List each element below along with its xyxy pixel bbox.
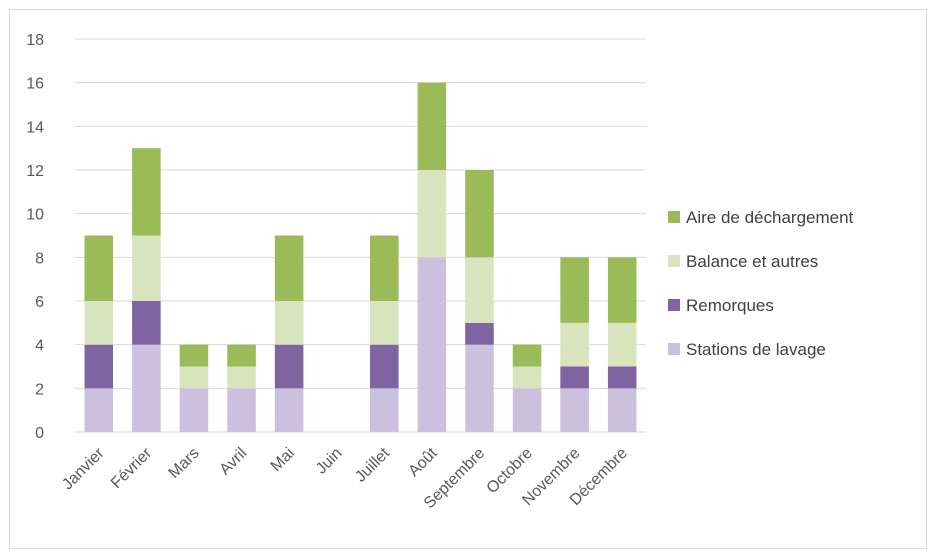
y-tick-label: 14 [26, 119, 44, 136]
y-axis-ticks: 0 2 4 6 8 10 12 14 16 18 [26, 32, 44, 442]
bar-segment [274, 301, 304, 345]
x-tick-label: Mars [166, 445, 203, 482]
bar-segment [560, 257, 589, 323]
bar-segment [227, 388, 256, 432]
bar-segment [370, 301, 399, 345]
bar-segment [227, 366, 256, 389]
x-tick-label: Février [108, 444, 156, 492]
y-tick-label: 8 [35, 250, 44, 267]
x-axis-ticks: Janvier Février Mars Avril Mai Juin Juillet Aoû… [59, 444, 631, 512]
x-tick-label: Juillet [352, 444, 393, 485]
bar-segment [84, 388, 114, 432]
legend-label: Balance et autres [686, 252, 818, 271]
x-tick-label: Avril [217, 445, 251, 479]
bar-segment [132, 344, 161, 432]
legend-label: Aire de déchargement [686, 208, 854, 227]
bar-segment [132, 148, 161, 236]
bar-segment [560, 366, 589, 389]
legend-swatch [668, 255, 680, 267]
y-tick-label: 16 [26, 76, 44, 93]
bar-segment [84, 301, 114, 345]
bar-segment [84, 235, 114, 301]
legend-swatch [668, 299, 680, 311]
bar-segment [607, 322, 637, 367]
bar-segment [370, 235, 399, 301]
y-tick-label: 12 [26, 163, 44, 180]
bar-segment [465, 257, 494, 323]
bar-segment [132, 235, 161, 301]
bar-segment [607, 257, 637, 323]
y-tick-label: 0 [35, 425, 44, 442]
bar-segment [512, 366, 542, 389]
legend-swatch [668, 211, 680, 223]
bar-segment [512, 344, 542, 367]
bars [84, 82, 637, 432]
bar-segment [84, 344, 114, 389]
y-tick-label: 4 [35, 338, 44, 355]
bar-segment [560, 388, 589, 432]
legend-label: Stations de lavage [686, 340, 826, 359]
chart-frame: 0 2 4 6 8 10 12 14 16 18 Janvier Février Mars Avril M… [9, 9, 927, 549]
x-tick-label: Août [405, 444, 441, 480]
bar-segment [132, 301, 161, 345]
bar-segment [465, 322, 494, 345]
x-tick-label: Janvier [59, 444, 108, 493]
y-tick-label: 10 [26, 207, 44, 224]
bar-segment [179, 344, 209, 367]
legend-swatch [668, 343, 680, 355]
bar-segment [370, 388, 399, 432]
bar-segment [179, 388, 209, 432]
x-tick-label: Mai [268, 445, 298, 475]
stacked-bar-chart: 0 2 4 6 8 10 12 14 16 18 Janvier Février Mars Avril M… [26, 32, 854, 512]
bar-segment [274, 388, 304, 432]
bar-segment [417, 257, 447, 432]
bar-segment [227, 344, 256, 367]
bar-segment [465, 170, 494, 258]
bar-segment [465, 344, 494, 432]
bar-segment [607, 366, 637, 389]
legend: Aire de déchargement Balance et autres Rem… [668, 208, 854, 359]
bar-segment [607, 388, 637, 432]
bar-segment [370, 344, 399, 389]
bar-segment [179, 366, 209, 389]
bar-segment [274, 235, 304, 301]
y-tick-label: 18 [26, 32, 44, 49]
bar-segment [560, 322, 589, 367]
y-tick-label: 2 [35, 381, 44, 398]
x-tick-label: Juin [313, 445, 346, 478]
bar-segment [512, 388, 542, 432]
gridlines [75, 38, 646, 433]
legend-label: Remorques [686, 296, 774, 315]
y-tick-label: 6 [35, 294, 44, 311]
bar-segment [417, 82, 447, 170]
bar-segment [417, 170, 447, 258]
bar-segment [274, 344, 304, 389]
